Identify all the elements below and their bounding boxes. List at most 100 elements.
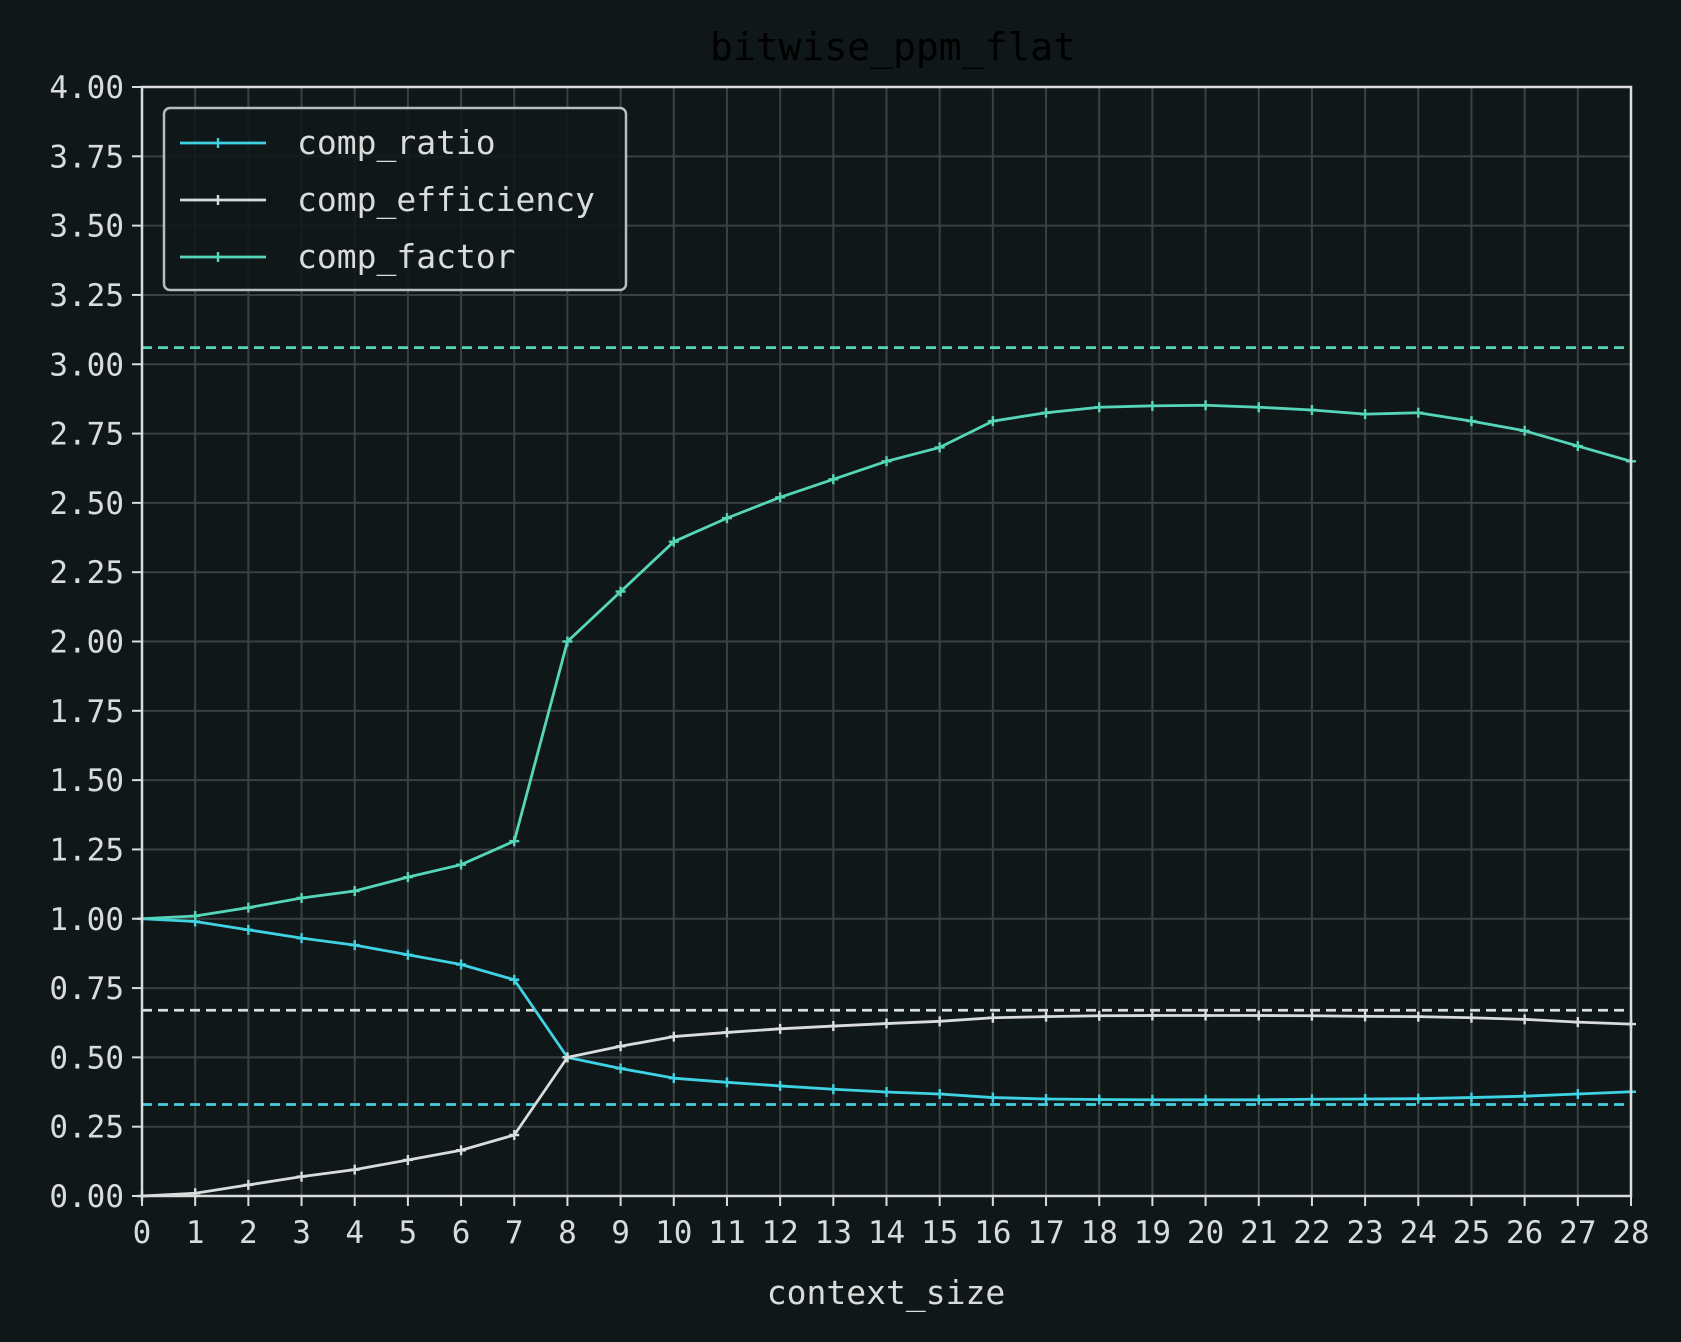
x-tick-label: 26 — [1506, 1215, 1543, 1251]
data-point-comp_ratio — [668, 1073, 679, 1084]
x-tick-label: 9 — [611, 1215, 630, 1251]
data-point-comp_efficiency — [1572, 1017, 1583, 1028]
y-tick-label: 1.75 — [49, 694, 124, 730]
x-tick-label: 0 — [133, 1215, 152, 1251]
data-point-comp_factor — [456, 859, 467, 870]
data-point-comp_efficiency — [296, 1171, 307, 1182]
data-point-comp_ratio — [1360, 1093, 1371, 1104]
legend-label: comp_factor — [297, 237, 516, 277]
x-tick-label: 4 — [345, 1215, 364, 1251]
data-point-comp_efficiency — [243, 1179, 254, 1190]
data-point-comp_ratio — [456, 959, 467, 970]
x-tick-label: 8 — [558, 1215, 577, 1251]
y-tick-label: 2.50 — [49, 486, 124, 522]
data-point-comp_efficiency — [615, 1041, 626, 1052]
data-point-comp_ratio — [775, 1080, 786, 1091]
y-tick-label: 2.75 — [49, 417, 124, 453]
x-tick-label: 1 — [186, 1215, 205, 1251]
x-tick-label: 12 — [761, 1215, 798, 1251]
data-point-comp_efficiency — [1253, 1010, 1264, 1021]
data-point-comp_ratio — [881, 1087, 892, 1098]
data-point-comp_factor — [1147, 400, 1158, 411]
data-point-comp_factor — [562, 636, 573, 647]
data-point-comp_ratio — [934, 1088, 945, 1099]
data-point-comp_ratio — [721, 1077, 732, 1088]
data-point-comp_efficiency — [987, 1012, 998, 1023]
legend-label: comp_efficiency — [297, 180, 595, 220]
data-point-comp_factor — [1253, 402, 1264, 413]
data-point-comp_factor — [1572, 441, 1583, 452]
data-point-comp_ratio — [243, 924, 254, 935]
data-point-comp_ratio — [615, 1063, 626, 1074]
data-point-comp_factor — [775, 492, 786, 503]
x-tick-label: 11 — [708, 1215, 745, 1251]
legend-box — [162, 106, 628, 292]
data-point-comp_ratio — [987, 1092, 998, 1103]
data-point-comp_efficiency — [1041, 1011, 1052, 1022]
chart-title: bitwise_ppm_flat — [710, 25, 1076, 70]
y-tick-label: 1.50 — [49, 763, 124, 799]
data-point-comp_efficiency — [1519, 1014, 1530, 1025]
data-point-comp_ratio — [349, 940, 360, 951]
x-tick-label: 14 — [868, 1215, 905, 1251]
data-point-comp_efficiency — [828, 1021, 839, 1032]
y-tick-label: 3.75 — [49, 139, 124, 175]
data-point-comp_ratio — [1519, 1091, 1530, 1102]
data-point-comp_factor — [987, 416, 998, 427]
y-tick-label: 4.00 — [49, 70, 124, 106]
y-tick-label: 0.50 — [49, 1040, 124, 1076]
data-point-comp_factor — [402, 872, 413, 883]
x-tick-label: 10 — [655, 1215, 692, 1251]
data-point-comp_factor — [934, 442, 945, 453]
x-tick-label: 19 — [1134, 1215, 1171, 1251]
x-tick-label: 3 — [292, 1215, 311, 1251]
y-tick-label: 3.25 — [49, 278, 124, 314]
reference-lines — [142, 346, 1631, 1106]
data-point-comp_ratio — [1041, 1093, 1052, 1104]
data-point-comp_efficiency — [1306, 1010, 1317, 1021]
x-tick-label: 24 — [1400, 1215, 1437, 1251]
data-point-comp_efficiency — [668, 1031, 679, 1042]
y-tick-label: 1.25 — [49, 832, 124, 868]
x-tick-label: 18 — [1081, 1215, 1118, 1251]
x-axis-label: context_size — [767, 1273, 1005, 1313]
data-point-comp_efficiency — [1413, 1011, 1424, 1022]
x-tick-label: 22 — [1293, 1215, 1330, 1251]
data-point-comp_ratio — [828, 1084, 839, 1095]
data-point-comp_factor — [1041, 407, 1052, 418]
x-tick-label: 7 — [505, 1215, 524, 1251]
data-point-comp_ratio — [1253, 1094, 1264, 1105]
data-point-comp_factor — [509, 836, 520, 847]
data-point-comp_factor — [1200, 400, 1211, 411]
x-tick-label: 20 — [1187, 1215, 1224, 1251]
y-tick-label: 3.00 — [49, 347, 124, 383]
series-lines — [137, 400, 1636, 1201]
data-point-comp_factor — [190, 910, 201, 921]
x-tick-label: 27 — [1559, 1215, 1596, 1251]
data-point-comp_efficiency — [456, 1145, 467, 1156]
data-point-comp_efficiency — [1200, 1010, 1211, 1021]
x-tick-label: 2 — [239, 1215, 258, 1251]
data-point-comp_ratio — [1413, 1093, 1424, 1104]
data-point-comp_ratio — [1200, 1094, 1211, 1105]
data-point-comp_ratio — [1094, 1094, 1105, 1105]
y-tick-label: 0.00 — [49, 1179, 124, 1215]
data-point-comp_ratio — [1466, 1092, 1477, 1103]
axis-ticks: 0 1 2 3 4 5 6 7 8 9 10 11 12 13 14 15 16 17 18 19 20 21 22 23 24… — [49, 70, 1649, 1251]
data-point-comp_factor — [1094, 402, 1105, 413]
data-point-comp_ratio — [1572, 1088, 1583, 1099]
data-point-comp_efficiency — [562, 1052, 573, 1063]
data-point-comp_efficiency — [721, 1027, 732, 1038]
data-point-comp_efficiency — [1360, 1011, 1371, 1022]
data-point-comp_factor — [349, 886, 360, 897]
data-point-comp_factor — [1306, 404, 1317, 415]
data-point-comp_factor — [1360, 409, 1371, 420]
data-point-comp_factor — [1519, 425, 1530, 436]
x-tick-label: 16 — [974, 1215, 1011, 1251]
data-point-comp_efficiency — [509, 1130, 520, 1141]
y-tick-label: 3.50 — [49, 209, 124, 245]
y-tick-label: 2.00 — [49, 625, 124, 661]
y-tick-label: 2.25 — [49, 555, 124, 591]
